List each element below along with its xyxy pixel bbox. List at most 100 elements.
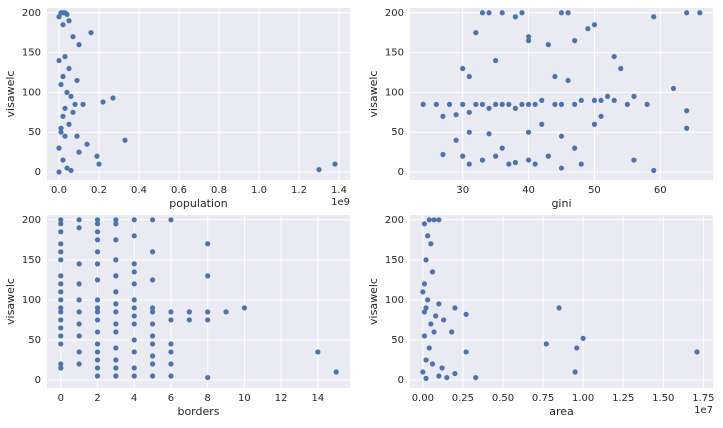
point: [168, 373, 174, 379]
point: [591, 97, 598, 103]
point: [558, 133, 565, 139]
point: [425, 233, 431, 239]
point: [545, 153, 551, 159]
point: [421, 333, 428, 339]
point: [84, 141, 90, 147]
point: [423, 357, 429, 363]
point: [70, 34, 76, 40]
point: [572, 369, 578, 375]
point: [440, 151, 446, 158]
point: [436, 373, 442, 379]
y-tick-label: 150: [385, 48, 404, 59]
y-tick-label: 0: [35, 167, 41, 178]
y-tick-label: 200: [22, 215, 41, 226]
y-axis-label: visawelc: [4, 278, 17, 325]
point: [94, 373, 101, 379]
point: [420, 369, 426, 375]
point: [423, 375, 429, 381]
point: [149, 305, 156, 311]
y-tick-label: 50: [391, 335, 404, 346]
point: [499, 10, 505, 16]
point: [205, 309, 211, 315]
point: [697, 10, 703, 16]
point: [578, 97, 584, 103]
point: [453, 112, 459, 118]
point: [58, 257, 64, 263]
x-tick-label: 0.4: [131, 185, 147, 196]
point: [506, 101, 512, 107]
point: [446, 101, 453, 107]
x-tick-label: 50: [588, 185, 601, 196]
point: [58, 241, 64, 247]
point: [113, 345, 119, 351]
plot-area: [47, 215, 350, 388]
point: [66, 121, 72, 127]
point: [131, 269, 137, 275]
point: [100, 99, 106, 105]
point: [466, 73, 472, 80]
point: [618, 65, 624, 72]
point: [493, 153, 499, 159]
point: [94, 249, 101, 255]
point: [94, 297, 101, 303]
point: [479, 157, 486, 163]
x-axis-label: area: [549, 405, 574, 418]
y-tick-label: 100: [22, 295, 41, 306]
point: [113, 365, 119, 371]
point: [131, 217, 137, 223]
point: [68, 167, 74, 174]
x-tick-label: 12: [275, 393, 288, 404]
point: [131, 321, 137, 327]
y-tick-label: 150: [22, 255, 41, 266]
point: [512, 159, 518, 166]
point: [113, 273, 119, 279]
point: [58, 309, 64, 315]
point: [433, 313, 439, 319]
point: [94, 341, 101, 347]
point: [113, 221, 119, 227]
point: [463, 349, 469, 355]
point: [519, 101, 525, 107]
point: [94, 309, 101, 315]
point: [58, 249, 64, 255]
x-tick-label: 6: [168, 393, 174, 404]
point: [315, 349, 321, 355]
point: [431, 217, 437, 223]
point: [452, 305, 458, 311]
x-tick-label: 0.6: [171, 185, 187, 196]
point: [58, 129, 64, 135]
point: [94, 277, 101, 283]
x-tick-label: 0.25: [452, 393, 474, 404]
x-tick-label: 1.75: [692, 393, 714, 404]
point: [429, 269, 436, 275]
x-axis-label: population: [169, 197, 228, 210]
point: [552, 73, 558, 80]
point: [684, 10, 690, 16]
point: [94, 229, 101, 235]
point: [56, 14, 62, 20]
point: [60, 157, 66, 163]
point: [493, 57, 499, 64]
point: [565, 77, 571, 84]
point: [149, 353, 156, 359]
point: [62, 133, 68, 139]
point: [332, 161, 338, 167]
point: [624, 101, 630, 107]
point: [149, 249, 156, 255]
plot-area: [410, 215, 713, 388]
point: [605, 93, 611, 99]
point: [460, 65, 466, 72]
y-tick-label: 0: [35, 375, 41, 386]
point: [113, 329, 119, 335]
x-tick-label: 0.50: [492, 393, 514, 404]
point: [56, 57, 62, 64]
y-tick-label: 0: [398, 375, 404, 386]
y-tick-label: 150: [385, 255, 404, 266]
point: [429, 361, 436, 367]
point: [168, 341, 174, 347]
point: [591, 121, 598, 127]
point: [670, 85, 677, 92]
point: [131, 349, 137, 355]
point: [223, 309, 229, 315]
